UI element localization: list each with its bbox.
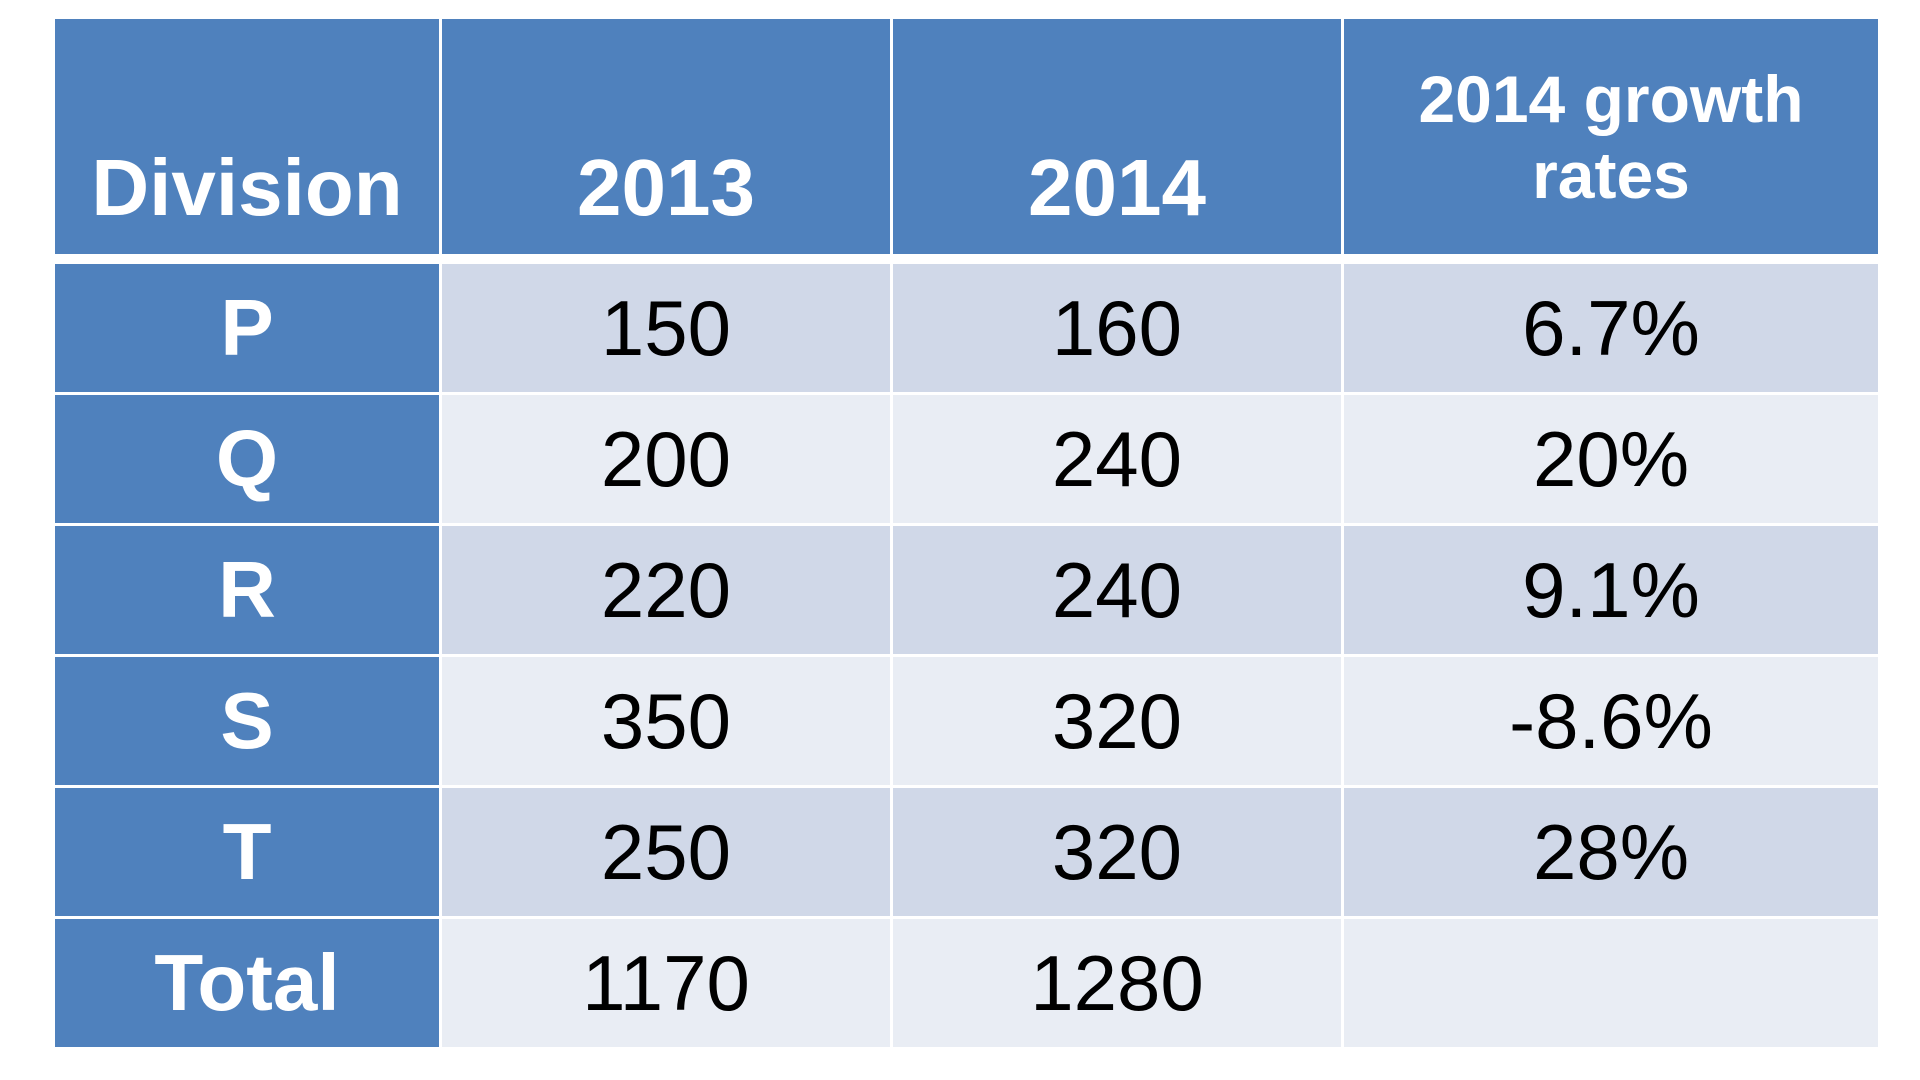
table-row: R 220 240 9.1% (55, 526, 1878, 657)
row-division: Q (55, 395, 439, 526)
division-growth-table: Division 2013 2014 2014 growth rates P 1… (52, 19, 1881, 1050)
cell-growth: 9.1% (1344, 526, 1878, 657)
header-division: Division (55, 19, 439, 264)
total-growth (1344, 919, 1878, 1050)
total-label: Total (55, 919, 439, 1050)
table-row: S 350 320 -8.6% (55, 657, 1878, 788)
row-division: P (55, 264, 439, 395)
header-growth-rates: 2014 growth rates (1344, 19, 1878, 264)
cell-growth: -8.6% (1344, 657, 1878, 788)
cell-2013: 150 (442, 264, 890, 395)
table-row: Q 200 240 20% (55, 395, 1878, 526)
total-2014: 1280 (893, 919, 1341, 1050)
cell-2014: 320 (893, 657, 1341, 788)
total-2013: 1170 (442, 919, 890, 1050)
division-growth-table-container: Division 2013 2014 2014 growth rates P 1… (52, 19, 1878, 1050)
cell-growth: 6.7% (1344, 264, 1878, 395)
cell-2013: 250 (442, 788, 890, 919)
table-row: P 150 160 6.7% (55, 264, 1878, 395)
row-division: R (55, 526, 439, 657)
cell-2014: 240 (893, 526, 1341, 657)
cell-2013: 350 (442, 657, 890, 788)
row-division: S (55, 657, 439, 788)
cell-2014: 160 (893, 264, 1341, 395)
cell-2013: 220 (442, 526, 890, 657)
header-2014: 2014 (893, 19, 1341, 264)
cell-growth: 20% (1344, 395, 1878, 526)
cell-growth: 28% (1344, 788, 1878, 919)
cell-2014: 320 (893, 788, 1341, 919)
table-row: T 250 320 28% (55, 788, 1878, 919)
header-row: Division 2013 2014 2014 growth rates (55, 19, 1878, 264)
header-growth-line1: 2014 growth (1418, 61, 1804, 136)
header-growth-line2: rates (1532, 137, 1690, 212)
total-row: Total 1170 1280 (55, 919, 1878, 1050)
header-2013: 2013 (442, 19, 890, 264)
cell-2013: 200 (442, 395, 890, 526)
row-division: T (55, 788, 439, 919)
cell-2014: 240 (893, 395, 1341, 526)
